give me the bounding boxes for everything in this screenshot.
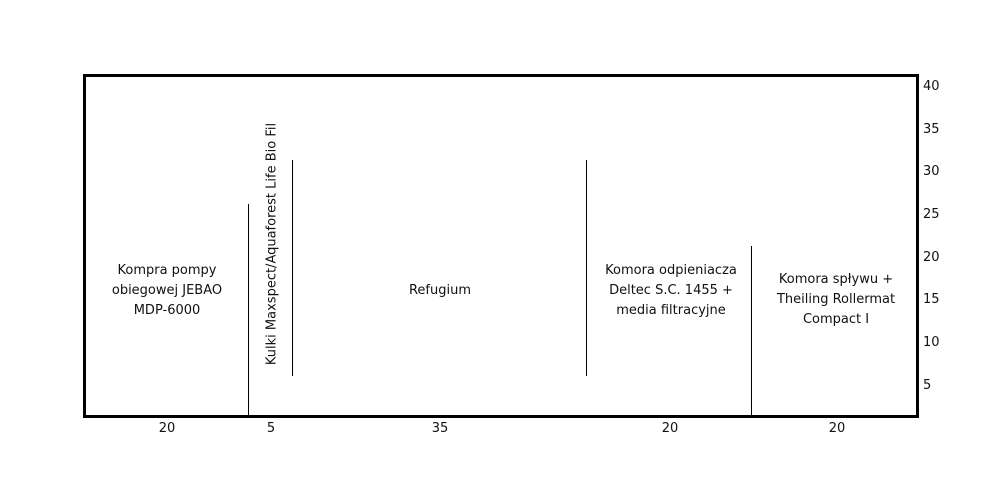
chamber-width-media: 5 xyxy=(266,421,276,436)
scale-tick: 40 xyxy=(923,79,940,94)
scale-tick: 10 xyxy=(923,335,940,350)
chamber-width-refugium: 35 xyxy=(431,421,449,436)
chamber-label-return: Komora spływu + Theiling Rollermat Compa… xyxy=(776,272,896,327)
wall-media-baffle xyxy=(292,160,293,376)
chamber-label-skimmer: Komora odpieniacza Deltec S.C. 1455 + me… xyxy=(605,263,737,318)
chamber-label-media: Kulki Maxspect/Aquaforest Life Bio Fil xyxy=(264,122,280,366)
chamber-width-skimmer: 20 xyxy=(661,421,679,436)
wall-pump-media xyxy=(248,204,249,418)
scale-tick: 30 xyxy=(923,164,940,179)
scale-tick: 25 xyxy=(923,207,940,222)
sump-outline xyxy=(83,74,919,418)
wall-skimmer-return xyxy=(751,246,752,418)
scale-tick: 15 xyxy=(923,292,940,307)
chamber-label-pump: Kompra pompy obiegowej JEBAO MDP-6000 xyxy=(111,263,223,318)
scale-tick: 35 xyxy=(923,122,940,137)
chamber-width-pump: 20 xyxy=(158,421,176,436)
wall-refugium-skimmer xyxy=(586,160,587,376)
chamber-label-refugium: Refugium xyxy=(408,283,472,298)
scale-tick: 5 xyxy=(923,378,932,393)
chamber-width-return: 20 xyxy=(828,421,846,436)
scale-tick: 20 xyxy=(923,250,940,265)
